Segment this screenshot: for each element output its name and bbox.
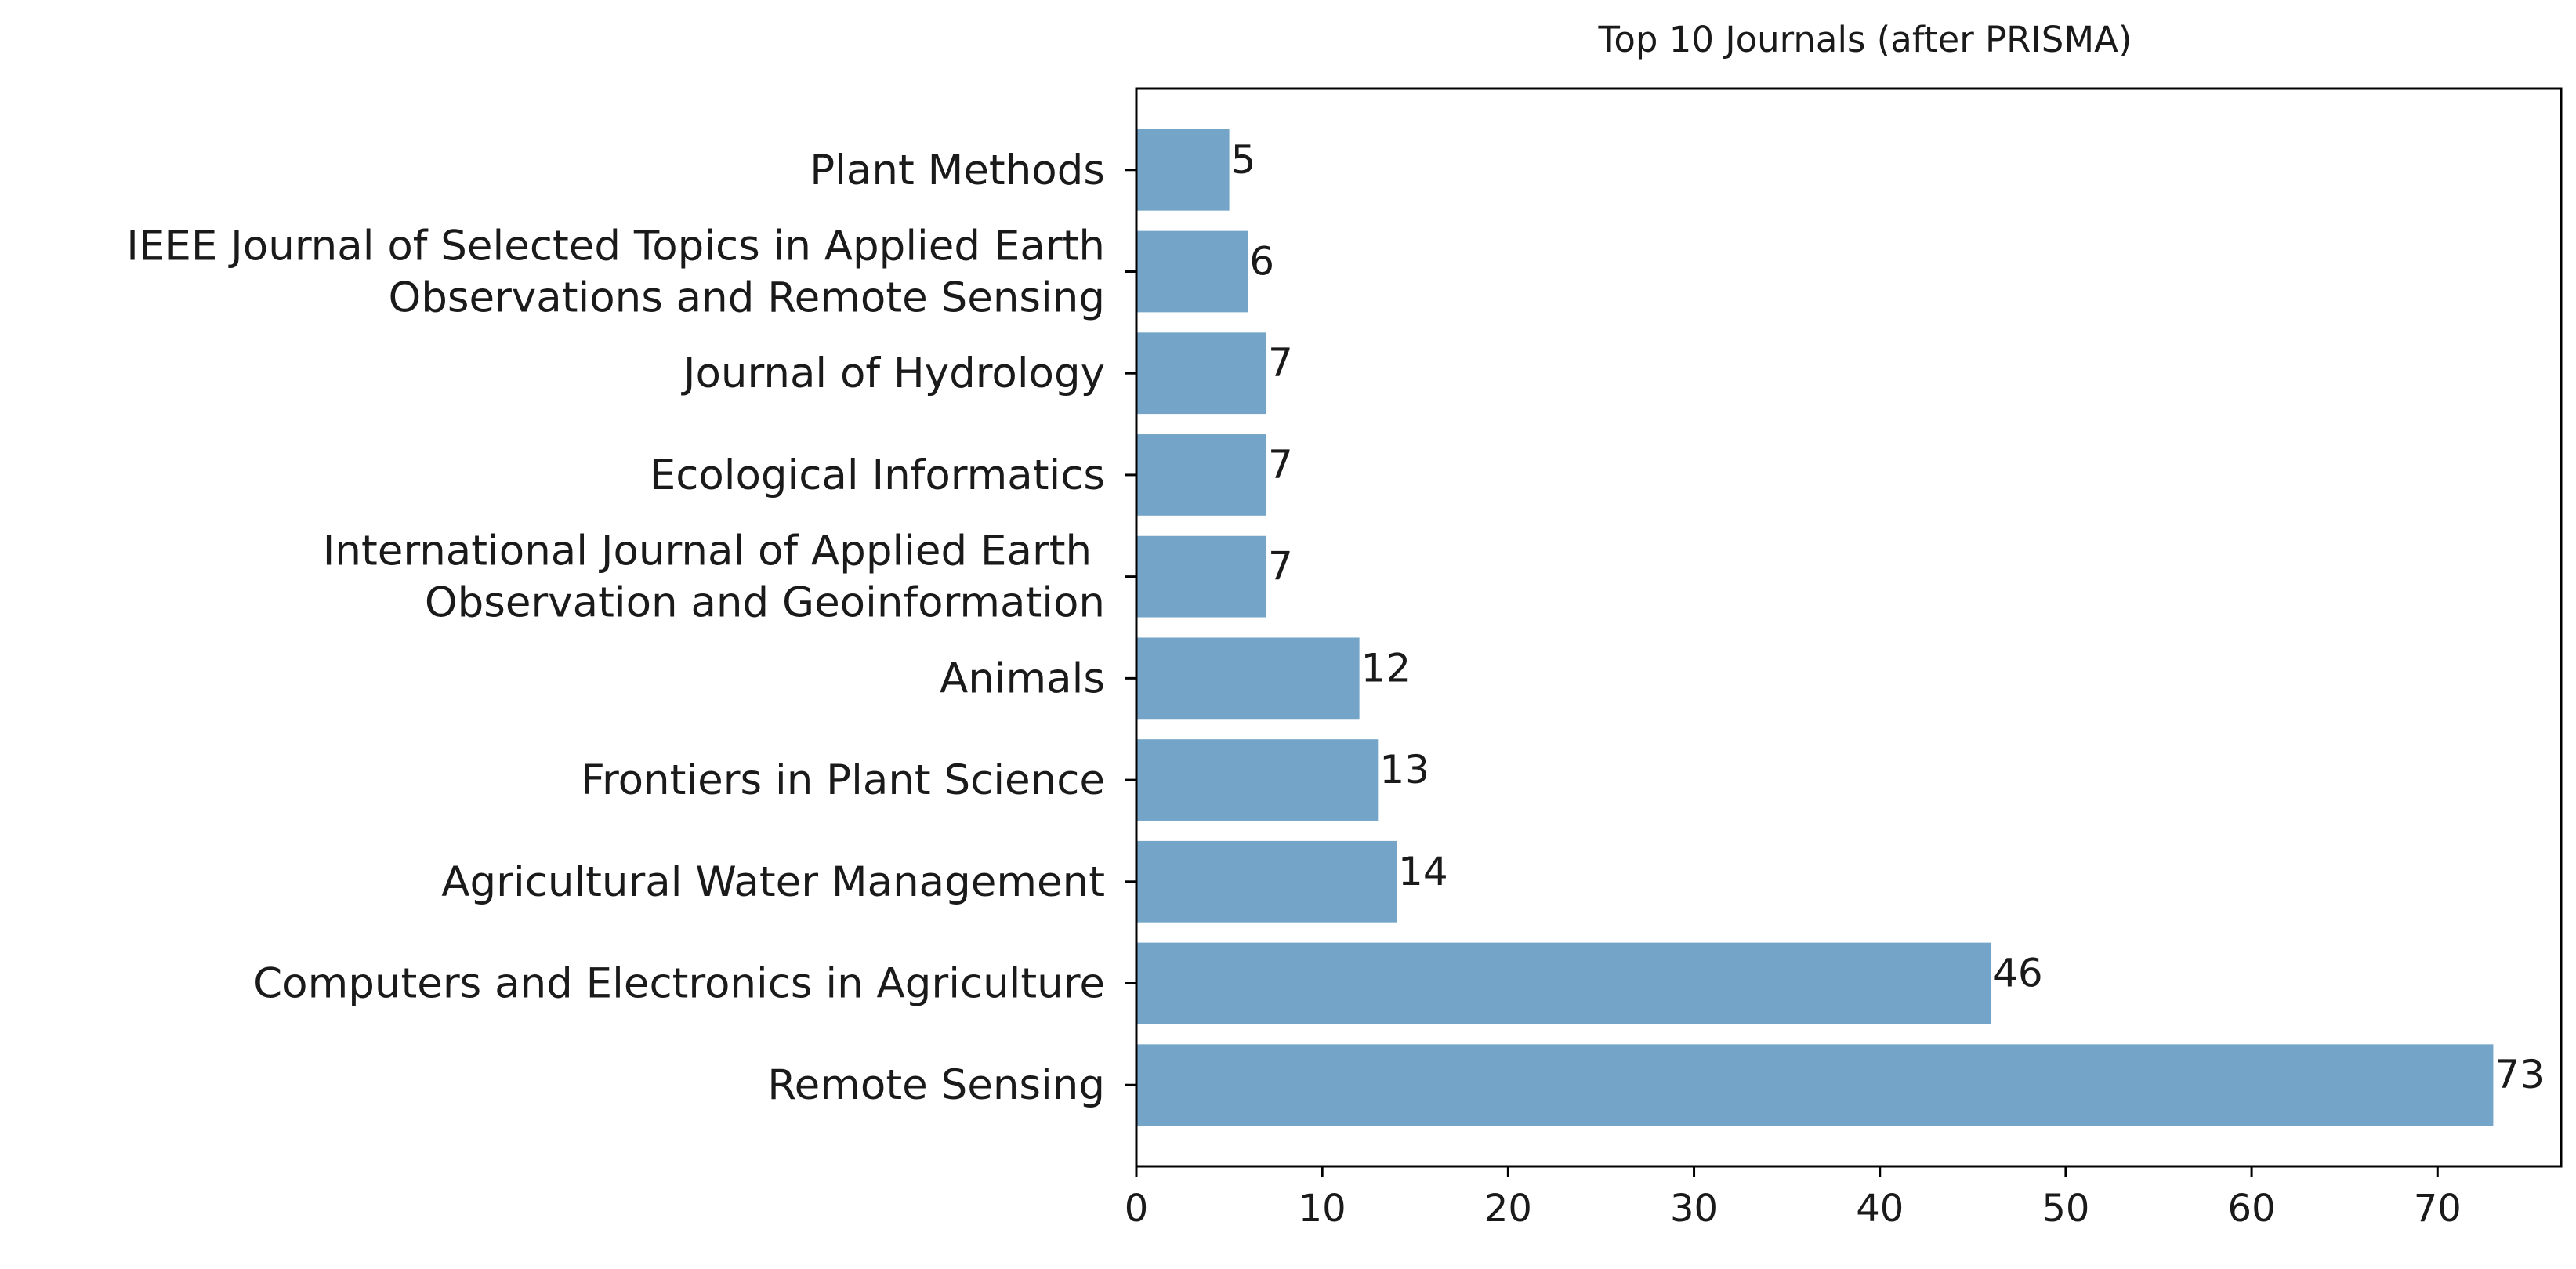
category-label: Journal of Hydrology [681, 350, 1105, 397]
bar [1136, 230, 1248, 313]
plot-frame [1135, 87, 2563, 1168]
value-label: 5 [1231, 137, 1256, 183]
value-label: 13 [1379, 747, 1429, 792]
value-label: 6 [1249, 238, 1274, 284]
bar [1136, 637, 1360, 720]
value-label: 12 [1361, 645, 1411, 691]
bar [1136, 535, 1267, 618]
category-label: Ecological Informatics [650, 451, 1105, 499]
y-tick-layer [1125, 169, 1136, 1086]
value-label: 73 [2494, 1052, 2545, 1097]
x-tick-label: 50 [2042, 1187, 2089, 1231]
bar [1136, 1044, 2494, 1126]
bar [1136, 434, 1267, 516]
value-label: 46 [1993, 951, 2043, 996]
x-tick-label: 20 [1484, 1187, 1532, 1231]
value-label: 7 [1268, 442, 1293, 488]
x-tick-layer: 0 10 20 30 40 50 60 70 [1125, 1166, 2462, 1231]
x-tick-label: 30 [1670, 1187, 1718, 1231]
bar [1136, 840, 1397, 923]
bar [1136, 129, 1230, 211]
category-label: International Journal of Applied Earth O… [323, 528, 1105, 627]
category-label: Animals [940, 654, 1105, 702]
value-label-layer: 73 46 14 13 12 7 7 7 6 5 [1231, 137, 2545, 1097]
bar [1136, 942, 1992, 1024]
y-label-layer: Remote Sensing Computers and Electronics … [126, 147, 1105, 1109]
value-label: 14 [1398, 849, 1448, 894]
category-label: Frontiers in Plant Science [581, 756, 1105, 804]
category-label: Agricultural Water Management [441, 858, 1105, 906]
category-label: Computers and Electronics in Agriculture [253, 960, 1105, 1008]
x-tick-label: 40 [1856, 1187, 1904, 1231]
x-tick-label: 60 [2228, 1187, 2276, 1231]
x-tick-label: 10 [1299, 1187, 1346, 1231]
x-tick-label: 0 [1125, 1187, 1149, 1231]
value-label: 7 [1268, 340, 1293, 386]
bar [1136, 332, 1267, 415]
bars-layer [1136, 129, 2494, 1126]
chart-title: Top 10 Journals (after PRISMA) [1598, 19, 2132, 60]
category-label: Plant Methods [810, 147, 1105, 194]
category-label: Remote Sensing [767, 1061, 1105, 1109]
bar [1136, 739, 1379, 821]
value-label: 7 [1268, 544, 1293, 589]
category-label: IEEE Journal of Selected Topics in Appli… [126, 222, 1105, 321]
x-tick-label: 70 [2414, 1187, 2462, 1231]
